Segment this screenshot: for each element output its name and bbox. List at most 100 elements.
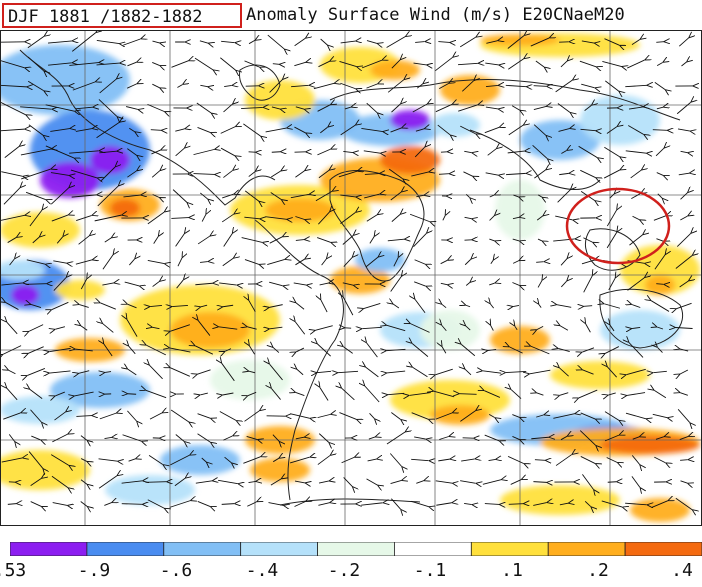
wind-arrow [582, 474, 593, 489]
wind-arrow [512, 217, 519, 220]
wind-arrow [96, 122, 120, 139]
wind-arrow [128, 369, 137, 376]
wind-arrow [461, 81, 473, 92]
wind-arrow [464, 259, 471, 266]
wind-arrow [81, 326, 88, 331]
wind-arrow [536, 216, 543, 221]
wind-arrow [26, 259, 45, 264]
wind-arrow [294, 126, 305, 133]
wind-arrow [196, 102, 211, 113]
colorbar-segment [86, 542, 165, 556]
wind-arrow [197, 413, 211, 419]
wind-arrow [414, 147, 425, 158]
wind-arrow [127, 410, 136, 421]
wind-arrow [194, 57, 213, 70]
wind-arrow [580, 456, 595, 463]
wind-arrow [27, 367, 46, 375]
wind-arrow [584, 105, 592, 112]
wind-arrow [174, 478, 185, 487]
wind-arrow [122, 434, 142, 442]
wind-arrow [265, 216, 286, 220]
wind-arrow [606, 127, 617, 134]
wind-arrow [507, 455, 524, 463]
wind-arrow [557, 103, 570, 113]
wind-arrow [487, 149, 497, 156]
wind-arrow [513, 305, 520, 306]
wind-arrow [628, 107, 643, 110]
wind-arrow [8, 434, 14, 441]
wind-arrow [390, 128, 402, 133]
wind-arrow [269, 364, 283, 381]
wind-arrow [52, 502, 68, 506]
wind-arrow [76, 215, 92, 222]
wind-arrow [631, 476, 640, 487]
wind-arrow [55, 326, 66, 330]
wind-arrow [362, 327, 382, 328]
wind-arrow [200, 262, 208, 263]
wind-arrow [608, 278, 615, 291]
wind-arrow [656, 238, 663, 242]
wind-arrow [177, 84, 182, 88]
colorbar-segment [547, 542, 626, 556]
wind-arrow [128, 259, 134, 266]
wind-arrow [152, 62, 160, 65]
wind-arrow [534, 170, 545, 179]
wind-arrow [632, 215, 640, 220]
wind-arrow [27, 36, 44, 49]
wind-arrow [366, 84, 378, 89]
wind-arrow [606, 210, 616, 227]
wind-arrow [123, 39, 140, 46]
wind-arrow [149, 413, 162, 420]
wind-arrow [147, 212, 164, 225]
wind-arrow [172, 305, 188, 306]
wind-arrow [197, 369, 211, 374]
colorbar-segment [240, 542, 318, 556]
wind-arrow [338, 371, 359, 372]
wind-arrow [627, 392, 646, 396]
wind-arrow [366, 367, 379, 378]
wind-arrow [580, 169, 595, 177]
wind-arrow [558, 129, 570, 132]
wind-arrow [676, 102, 691, 115]
wind-arrow [536, 262, 544, 263]
wind-arrow [177, 258, 182, 267]
wind-arrow [539, 304, 542, 308]
wind-arrow [415, 42, 425, 43]
wind-arrow [104, 344, 113, 357]
wind-arrow [466, 326, 471, 331]
wind-arrow [121, 481, 143, 484]
wind-arrow [291, 85, 309, 86]
wind-arrow [1, 458, 23, 463]
wind-arrow [9, 259, 15, 266]
wind-arrow [317, 414, 331, 419]
wind-arrow [296, 303, 305, 310]
wind-arrow [317, 105, 331, 112]
wind-arrow [389, 453, 401, 467]
variable-title: Anomaly Surface Wind (m/s) E20CNaeM20 [246, 5, 625, 25]
wind-arrow [435, 480, 452, 483]
wind-arrow [631, 39, 640, 46]
wind-arrow [28, 346, 44, 354]
wind-arrow [656, 107, 663, 110]
wind-arrow [411, 459, 429, 460]
wind-arrow [72, 82, 95, 91]
wind-arrow [459, 394, 477, 395]
wind-arrow [582, 347, 595, 352]
wind-arrow [100, 167, 115, 182]
wind-arrow [437, 124, 450, 135]
wind-arrow [486, 41, 497, 44]
wind-arrow [146, 345, 166, 356]
wind-arrow [677, 128, 690, 131]
wind-arrow [4, 146, 19, 158]
wind-arrow [651, 301, 670, 312]
wind-arrow [413, 233, 427, 248]
wind-arrow [80, 279, 86, 290]
anomaly-patch [110, 199, 140, 217]
wind-arrow [320, 127, 327, 134]
wind-arrow [680, 480, 688, 483]
wind-arrow [412, 343, 429, 357]
wind-arrow [491, 325, 494, 331]
wind-arrow [463, 171, 472, 176]
anomaly-patch [620, 245, 700, 295]
wind-arrow [533, 106, 546, 110]
